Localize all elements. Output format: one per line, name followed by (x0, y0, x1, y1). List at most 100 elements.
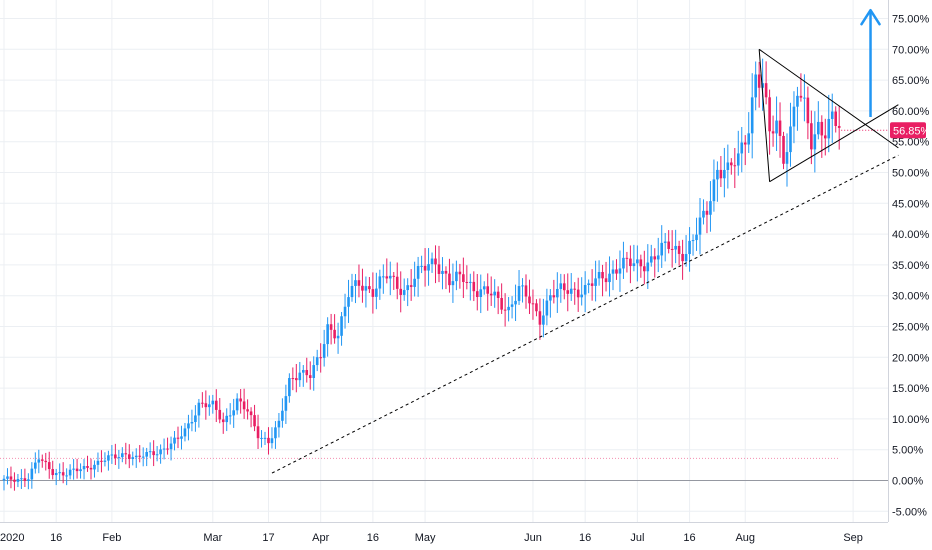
candle-down (371, 289, 375, 297)
x-tick-label: Mar (203, 532, 222, 544)
x-tick-label: Aug (735, 532, 755, 544)
candle-up (110, 454, 114, 456)
candle-down (61, 472, 65, 476)
candle-up (507, 306, 510, 311)
candle-down (538, 311, 542, 325)
candle-down (489, 293, 493, 296)
candle-up (159, 449, 162, 455)
candles (2, 58, 841, 491)
candle-up (162, 448, 166, 450)
candle-up (817, 121, 820, 135)
candle-up (131, 457, 135, 459)
candle-up (16, 479, 20, 482)
candle-up (649, 256, 653, 263)
x-tick-label: 16 (50, 532, 62, 544)
candle-down (500, 297, 503, 310)
candle-up (155, 454, 159, 456)
candle-up (322, 344, 326, 358)
candle-up (556, 288, 559, 298)
candle-up (632, 263, 636, 267)
x-tick-label: Sep (843, 532, 863, 544)
candle-up (96, 460, 100, 465)
candle-up (402, 290, 406, 295)
y-tick-label: 45.00% (892, 198, 930, 210)
candle-up (54, 473, 58, 476)
candle-up (740, 142, 744, 154)
candle-down (291, 378, 295, 380)
candle-up (455, 271, 458, 282)
x-axis[interactable]: 2020 16 Feb Mar 17 Apr 16 May Jun 16 Jul 16 Aug Sep (0, 532, 863, 544)
candle-down (13, 479, 16, 482)
x-tick-label: Jul (630, 532, 644, 544)
candle-up (451, 281, 455, 286)
candle-up (427, 264, 430, 271)
candle-down (246, 409, 249, 412)
candle-up (301, 369, 305, 373)
candle-up (72, 468, 75, 470)
chart-patterns (271, 8, 899, 474)
candle-up (608, 273, 611, 283)
candle-down (730, 162, 733, 166)
candle-down (810, 123, 813, 150)
candle-down (395, 276, 399, 289)
candle-up (469, 281, 472, 283)
candle-down (486, 286, 490, 294)
candle-up (583, 285, 587, 295)
candle-up (611, 269, 615, 274)
candle-up (545, 300, 549, 316)
last-value-label: 56.85% (890, 122, 931, 139)
candle-up (65, 475, 68, 477)
candle-down (681, 253, 684, 262)
candle-up (326, 324, 329, 345)
candle-up (37, 459, 41, 463)
y-tick-label: 60.00% (892, 106, 930, 118)
candle-down (629, 258, 632, 267)
candle-up (695, 234, 698, 241)
candle-up (688, 240, 691, 255)
candle-down (562, 283, 566, 291)
candle-up (117, 457, 121, 459)
candle-down (329, 324, 333, 330)
y-axis[interactable]: 75.00% 70.00% 65.00% 60.00% 55.00% 50.00% 45.0… (892, 14, 930, 519)
candle-down (799, 95, 803, 98)
y-tick-label: 20.00% (892, 352, 930, 364)
candle-up (173, 437, 176, 444)
candle-up (785, 152, 789, 164)
candle-down (9, 476, 13, 480)
candle-up (674, 245, 677, 250)
candle-up (827, 118, 831, 139)
candle-up (789, 126, 792, 153)
y-tick-label: 75.00% (892, 14, 930, 26)
candle-up (190, 422, 194, 424)
candle-up (406, 285, 409, 291)
x-tick-label: 16 (579, 532, 591, 544)
candle-up (180, 436, 183, 439)
candle-up (343, 306, 347, 317)
candle-down (823, 135, 827, 139)
candle-down (239, 398, 242, 402)
candle-up (298, 372, 302, 381)
candle-up (493, 291, 496, 296)
x-tick-label: 2020 (0, 532, 24, 544)
candle-down (214, 400, 218, 410)
candle-up (145, 451, 148, 457)
x-tick-label: 16 (683, 532, 695, 544)
candle-down (23, 478, 27, 481)
x-tick-label: May (415, 532, 436, 544)
candle-up (803, 97, 806, 99)
candle-down (295, 378, 298, 381)
last-value-text: 56.85% (893, 125, 931, 137)
candle-down (166, 448, 169, 450)
breakout-arrow-head (860, 8, 881, 26)
y-tick-label: 40.00% (892, 229, 930, 241)
candle-down (806, 97, 810, 124)
candle-up (354, 280, 357, 286)
candle-down (114, 454, 117, 459)
candle-down (601, 272, 604, 279)
candle-up (107, 455, 110, 461)
candle-up (263, 437, 267, 439)
candle-up (347, 297, 350, 307)
candle-down (75, 468, 79, 472)
candle-down (267, 437, 270, 444)
